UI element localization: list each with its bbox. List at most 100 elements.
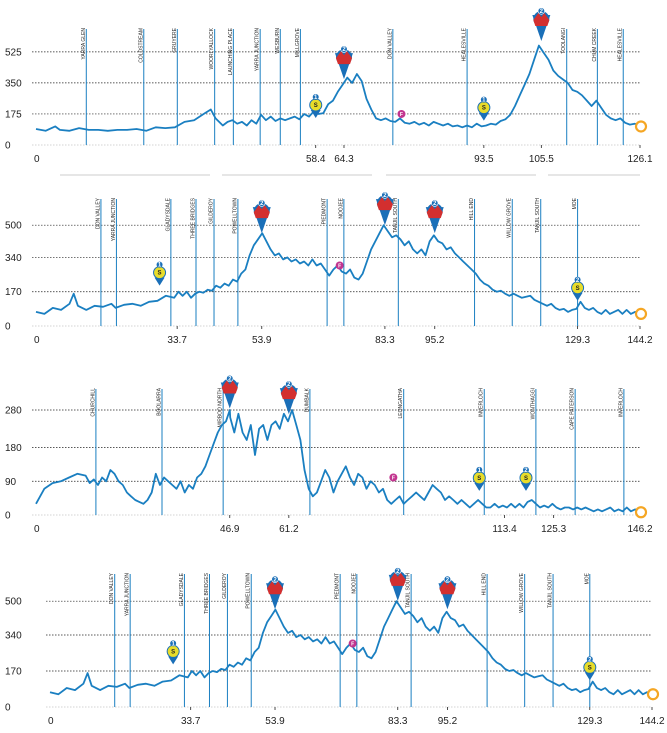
- x-tick-label: 46.9: [220, 524, 240, 535]
- elevation-panel-stage-a: 0 175 350 525 YARRA GLEN COLDSTREAM GRUYERE WOO…: [5, 7, 653, 165]
- kom-category-label: 2: [433, 201, 437, 207]
- x-tick-label: 144.2: [639, 716, 664, 727]
- feed-zone-circle: [397, 109, 406, 118]
- sprint-pin-shape: [478, 112, 489, 121]
- x-tick-label: 33.7: [181, 716, 201, 727]
- town-label: CHURCHILL: [90, 388, 96, 417]
- town-label: TOOLANGI: [561, 28, 567, 54]
- finish-icon: [634, 120, 648, 133]
- kom-mountain-icon: [280, 386, 297, 400]
- kom-category-label: 2: [540, 9, 544, 15]
- town-label: MOE: [584, 572, 590, 584]
- town-label: DUMBALK: [304, 387, 310, 412]
- town-label: YARRA JUNCTION: [255, 28, 261, 72]
- elevation-profile-line: [49, 600, 653, 696]
- x-tick-label: 93.5: [474, 154, 494, 165]
- y-tick-label: 0: [5, 141, 11, 152]
- town-label: THREE BRIDGES: [204, 572, 210, 614]
- y-tick-label: 0: [5, 322, 11, 333]
- kom-mountain-icon: [426, 205, 443, 219]
- sprint-marker-icon: 1S: [472, 466, 486, 491]
- x-tick-label: 83.3: [388, 716, 408, 727]
- sprint-marker-icon: 1S: [166, 640, 180, 665]
- kom-marker-icon: 2: [425, 199, 444, 234]
- feed-zone-circle: [335, 261, 344, 270]
- kom-marker-icon: 2: [252, 199, 271, 234]
- kom-category-label: 2: [446, 577, 450, 583]
- town-label: GLADYSDALE: [165, 197, 171, 231]
- x-tick-label: 129.3: [565, 335, 590, 346]
- town-label: DON VALLEY: [95, 197, 101, 229]
- town-label: POWELLTOWN: [232, 198, 238, 234]
- sprint-letter-label: S: [314, 103, 318, 109]
- y-tick-label: 350: [5, 78, 22, 89]
- x-tick-label: 53.9: [252, 335, 272, 346]
- town-label: HEALESVILLE: [618, 27, 624, 61]
- town-label: MOE: [572, 197, 578, 209]
- town-label: TANJIL SOUTH: [535, 198, 541, 233]
- town-label: DON VALLEY: [109, 572, 115, 604]
- y-tick-label: 180: [5, 443, 22, 454]
- y-tick-label: 0: [5, 511, 11, 522]
- kom-mountain-icon: [439, 581, 456, 595]
- town-label: BOOLARRA: [157, 387, 163, 415]
- sprint-number-label: 1: [171, 641, 175, 647]
- kom-mountain-icon: [335, 51, 352, 65]
- town-label: WILLOW GROVE: [519, 572, 525, 612]
- x-tick-label: 95.2: [425, 335, 445, 346]
- sprint-number-label: 1: [482, 98, 486, 104]
- feed-zone-label: F: [338, 264, 341, 270]
- sprint-pin-shape: [520, 482, 531, 491]
- sprint-number-label: 1: [478, 468, 482, 474]
- town-label: LEONGATHA: [398, 387, 404, 418]
- feed-zone-label: F: [351, 642, 354, 648]
- x-tick-label: 64.3: [334, 154, 354, 165]
- y-tick-label: 340: [5, 631, 22, 642]
- x-tick-label: 33.7: [167, 335, 187, 346]
- x-tick-label: 58.4: [306, 154, 326, 165]
- sprint-number-badge: [522, 466, 529, 473]
- sprint-marker-icon: 2S: [571, 276, 585, 301]
- y-tick-label: 90: [5, 477, 17, 488]
- elevation-profile-line: [35, 409, 641, 513]
- sprint-number-label: 2: [576, 278, 580, 284]
- kom-category-label: 2: [383, 193, 387, 199]
- town-label: YARRA JUNCTION: [111, 198, 117, 242]
- kom-mountain-icon: [533, 13, 550, 26]
- town-label: WONTHAGGI: [530, 388, 536, 419]
- x-tick-label: 125.3: [541, 524, 566, 535]
- feed-zone-icon: F: [397, 109, 406, 118]
- y-tick-label: 175: [5, 109, 22, 120]
- feed-zone-icon: F: [348, 639, 357, 648]
- town-label: HILL END: [482, 573, 488, 596]
- x-tick-label: 126.1: [627, 154, 652, 165]
- elevation-panel-stage-d: 0 170 340 500 DON VALLEY YARRA JUNCTION GLADYS…: [5, 567, 665, 727]
- sprint-number-badge: [480, 96, 487, 103]
- kom-marker-icon: 2: [532, 7, 551, 41]
- town-label: NOOJEE: [338, 197, 344, 218]
- x-tick-label: 0: [34, 524, 40, 535]
- elevation-panel-stage-b: 0 170 340 500 DON VALLEY YARRA JUNCTION GLADYS…: [5, 191, 653, 346]
- y-tick-label: 340: [5, 253, 22, 264]
- kom-category-label: 2: [342, 47, 346, 53]
- sprint-number-label: 1: [158, 263, 162, 269]
- kom-marker-icon: 2: [266, 575, 285, 610]
- x-tick-label: 129.3: [577, 716, 602, 727]
- x-tick-label: 83.3: [375, 335, 395, 346]
- kom-category-badge: [226, 374, 234, 383]
- town-label: WESBURN: [275, 28, 281, 54]
- x-tick-label: 146.2: [627, 524, 652, 535]
- sprint-pin-shape: [154, 277, 165, 286]
- kom-category-label: 2: [396, 569, 400, 575]
- x-tick-label: 105.5: [529, 154, 554, 165]
- sprint-number-badge: [312, 93, 319, 100]
- kom-mountain-icon: [389, 572, 406, 586]
- town-label: CHUM CREEK: [592, 27, 598, 61]
- sprint-letter-label: S: [477, 476, 481, 482]
- kom-marker-icon: 2: [438, 575, 457, 610]
- sprint-letter-label: S: [524, 476, 528, 482]
- kom-category-badge: [258, 199, 266, 207]
- town-label: HILL END: [469, 198, 475, 221]
- kom-mountain-icon: [267, 581, 284, 595]
